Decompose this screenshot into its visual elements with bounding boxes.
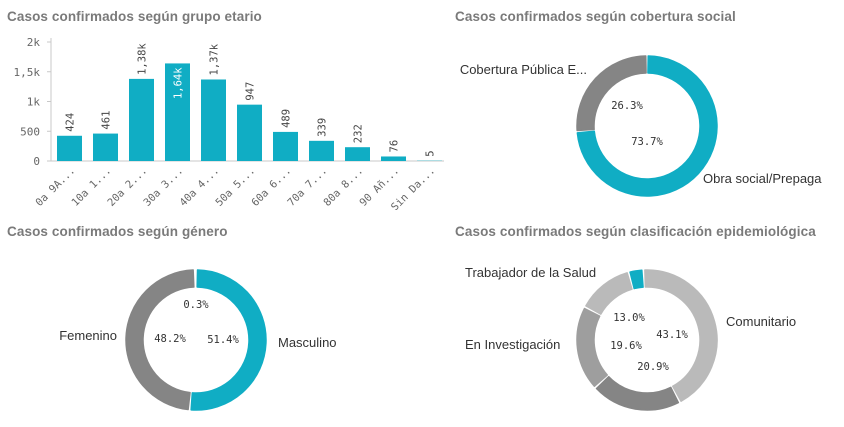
bar[interactable] bbox=[381, 156, 406, 161]
segment-category-label: Trabajador de la Salud bbox=[465, 265, 596, 280]
segment-category-label: En Investigación bbox=[465, 337, 560, 352]
bar[interactable] bbox=[57, 135, 82, 161]
donut-segment[interactable] bbox=[576, 307, 608, 387]
donut-segment[interactable] bbox=[576, 55, 647, 132]
bar[interactable] bbox=[273, 131, 298, 161]
segment-percent-label: 43.1% bbox=[656, 329, 688, 341]
bar[interactable] bbox=[165, 63, 190, 161]
bar[interactable] bbox=[345, 147, 370, 161]
y-tick-label: 1k bbox=[27, 96, 41, 109]
bar-value-label: 424 bbox=[65, 113, 77, 132]
bar-value-label: 76 bbox=[389, 140, 401, 153]
bar-value-label: 1,38k bbox=[137, 43, 149, 75]
bar[interactable] bbox=[201, 79, 226, 161]
y-tick-label: 0 bbox=[33, 155, 40, 168]
age-group-panel: Casos confirmados según grupo etario 0 50… bbox=[0, 0, 450, 210]
age-group-chart-title: Casos confirmados según grupo etario bbox=[7, 9, 262, 24]
segment-category-label: Masculino bbox=[278, 335, 337, 350]
bar-value-label: 339 bbox=[317, 118, 329, 137]
y-tick-label: 500 bbox=[20, 125, 40, 138]
bar-value-label: 5 bbox=[425, 150, 437, 156]
segment-percent-label: 73.7% bbox=[631, 136, 663, 148]
bar-value-label: 232 bbox=[353, 124, 365, 143]
segment-percent-label: 13.0% bbox=[613, 312, 645, 324]
bar[interactable] bbox=[237, 104, 262, 161]
segment-percent-label: 0.3% bbox=[183, 299, 209, 311]
y-tick-label: 2k bbox=[27, 36, 41, 49]
donut-segment[interactable] bbox=[644, 269, 718, 402]
segment-category-label: Femenino bbox=[59, 328, 117, 343]
bar-value-label: 947 bbox=[245, 82, 257, 101]
donut-segment[interactable] bbox=[125, 269, 195, 411]
segment-category-label: Cobertura Pública E... bbox=[460, 62, 587, 77]
y-tick-label: 1,5k bbox=[14, 66, 41, 79]
epi-donut-chart[interactable]: 43.1% 20.9% 19.6% 13.0% Comunitario En Invest… bbox=[440, 237, 844, 427]
donut-segment[interactable] bbox=[585, 272, 633, 315]
bar-value-label: 461 bbox=[101, 111, 113, 130]
epi-chart-title: Casos confirmados según clasificación ep… bbox=[455, 224, 816, 239]
segment-category-label: Obra social/Prepaga bbox=[703, 171, 822, 186]
segment-percent-label: 19.6% bbox=[610, 340, 642, 352]
bar-value-label: 489 bbox=[281, 109, 293, 128]
gender-donut-chart[interactable]: 51.4% 48.2% 0.3% Masculino Femenino bbox=[0, 237, 440, 427]
bar[interactable] bbox=[129, 78, 154, 161]
coverage-panel: Casos confirmados según cobertura social bbox=[440, 0, 844, 210]
bar-value-label: 1,37k bbox=[209, 43, 221, 75]
segment-percent-label: 48.2% bbox=[154, 333, 186, 345]
segment-percent-label: 51.4% bbox=[207, 334, 239, 346]
donut-segment[interactable] bbox=[595, 375, 680, 411]
bar-value-label: 1,64k bbox=[173, 67, 185, 99]
coverage-chart-title: Casos confirmados según cobertura social bbox=[455, 9, 736, 24]
bar[interactable] bbox=[93, 133, 118, 161]
segment-percent-label: 20.9% bbox=[637, 361, 669, 373]
coverage-donut-chart[interactable]: 73.7% 26.3% Obra social/Prepaga Cobertura P… bbox=[440, 25, 844, 215]
gender-panel: Casos confirmados según género bbox=[0, 215, 440, 427]
donut-segment[interactable] bbox=[629, 269, 644, 290]
donut-segment[interactable] bbox=[190, 269, 267, 411]
gender-chart-title: Casos confirmados según género bbox=[7, 224, 228, 239]
segment-percent-label: 26.3% bbox=[611, 100, 643, 112]
donut-segment[interactable] bbox=[576, 55, 718, 197]
bar[interactable] bbox=[309, 140, 334, 161]
segment-category-label: Comunitario bbox=[726, 314, 796, 329]
epi-panel: Casos confirmados según clasificación ep… bbox=[440, 215, 844, 427]
